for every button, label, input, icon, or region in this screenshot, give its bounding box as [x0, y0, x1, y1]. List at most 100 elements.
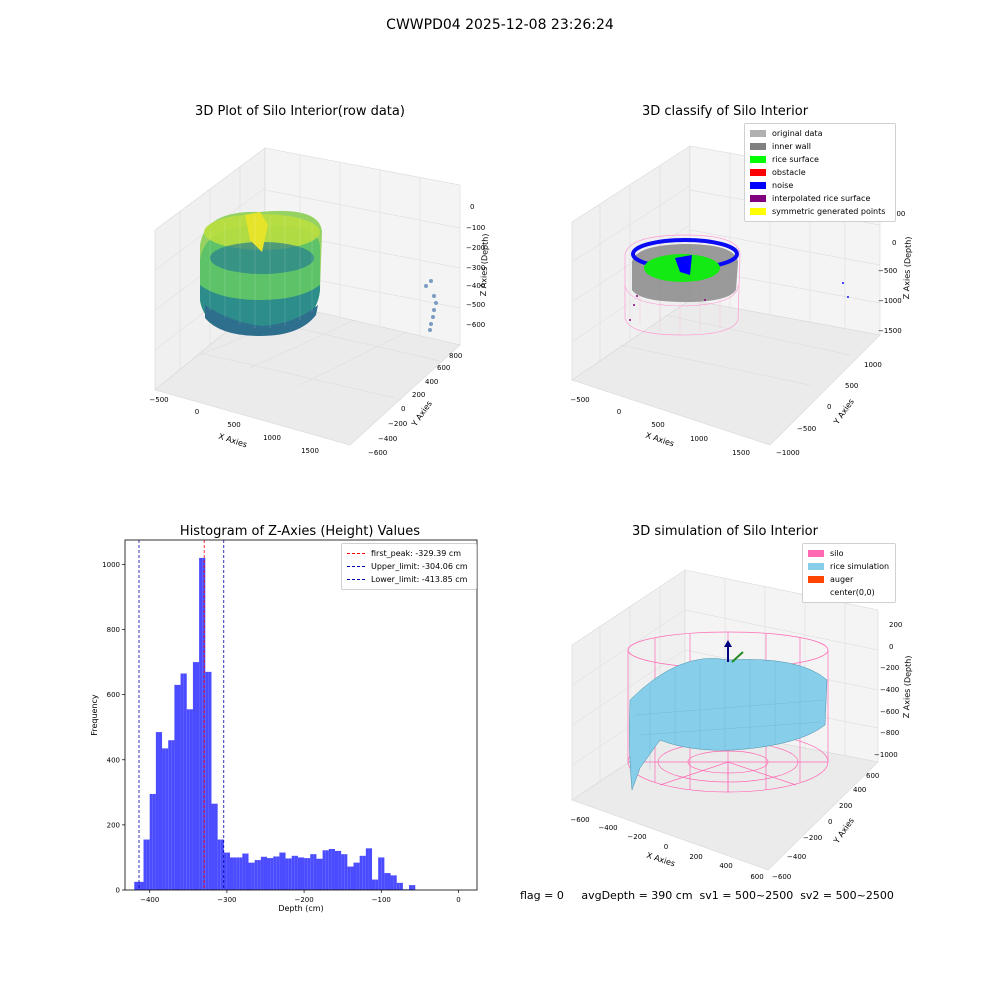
histogram-bar — [387, 873, 391, 890]
legend-item-noise: noise — [750, 179, 890, 192]
histogram-chart: −400 −300 −200 −100 0 0 200 400 600 800 1000 Dept… — [90, 539, 478, 913]
auger-icon — [724, 640, 744, 663]
panel2-zlabel: Z Axies (Depth) — [902, 236, 913, 299]
histogram-bar — [158, 732, 163, 890]
histogram-bar — [325, 850, 329, 890]
panel4-xtick-2: −200 — [627, 833, 646, 841]
histogram-bar — [356, 862, 360, 890]
histogram-frame — [124, 539, 478, 891]
panel1-ytick-3: 0 — [401, 405, 405, 413]
histogram-ylabel: Frequency — [90, 694, 99, 736]
histogram-bar — [396, 882, 400, 890]
panel1-ytick-5: 400 — [425, 378, 438, 386]
histogram-bar — [294, 855, 298, 890]
histogram-bar — [390, 875, 394, 890]
histogram-bar — [282, 852, 286, 890]
histogram-bar — [134, 881, 141, 890]
histogram-xtick-label: −400 — [140, 896, 159, 904]
panel2-point-cloud — [624, 234, 849, 336]
histogram-xtick-label: −100 — [372, 896, 391, 904]
panel1-ytick-0: −600 — [368, 449, 387, 457]
histogram-bar — [399, 882, 403, 890]
panel2-xtick-0: −500 — [570, 396, 589, 404]
histogram-bar — [313, 854, 317, 890]
histogram-bar — [307, 858, 311, 890]
histogram-bar — [217, 839, 221, 890]
panel2-xtick-3: 1000 — [690, 435, 708, 443]
figure-title: CWWPD04 2025-12-08 23:26:24 — [386, 17, 614, 33]
panel4-ztick-0: 200 — [889, 621, 902, 629]
legend-line — [347, 566, 365, 567]
histogram-bar — [319, 858, 323, 890]
panel1-ytick-6: 600 — [437, 364, 450, 372]
panel4-ytick-3: 0 — [828, 818, 832, 826]
panel4-ytick-5: 400 — [853, 786, 866, 794]
histogram-bar — [316, 858, 320, 890]
legend-swatch — [750, 156, 766, 163]
histogram-bar — [279, 852, 283, 890]
legend-item-symmetric-generated-points: symmetric generated points — [750, 205, 890, 218]
histogram-bar — [288, 858, 292, 890]
histogram-bar — [393, 875, 397, 890]
histogram-title: Histogram of Z-Axies (Height) Values — [179, 524, 421, 539]
histogram-bar — [183, 673, 187, 890]
legend-item-inner-wall: inner wall — [750, 140, 890, 153]
histogram-bar — [208, 671, 212, 890]
panel2-ylabel: Y Axies — [831, 397, 856, 427]
histogram-bar — [285, 858, 289, 890]
histogram-bar — [168, 740, 172, 890]
histogram-bar — [245, 853, 249, 890]
histogram-bar — [409, 885, 413, 890]
legend-line — [347, 553, 365, 554]
histogram-bar — [140, 881, 144, 890]
legend-item-original-data: original data — [750, 127, 890, 140]
histogram-bar — [171, 740, 175, 890]
histogram-bar — [257, 860, 261, 890]
histogram-bar — [267, 858, 271, 890]
panel2-legend: original data inner wall rice surface ob… — [744, 123, 896, 222]
histogram-bar — [180, 673, 184, 890]
panel1-ytick-1: −400 — [378, 435, 397, 443]
legend-swatch — [750, 169, 766, 176]
legend-item-obstacle: obstacle — [750, 166, 890, 179]
histogram-bar — [375, 879, 379, 890]
histogram-ytick-label: 0 — [116, 887, 120, 895]
panel4-ztick-3: −400 — [880, 686, 899, 694]
histogram-bar — [322, 850, 326, 890]
histogram-bar — [254, 860, 258, 890]
histogram-bar — [146, 839, 150, 890]
panel4-ztick-6: −1000 — [874, 751, 898, 759]
histogram-bar — [291, 855, 295, 890]
panel1-ztick-6: −600 — [466, 321, 485, 329]
histogram-bar — [226, 852, 230, 890]
legend-item-upper-limit: Upper_limit: -304.06 cm — [347, 560, 471, 573]
histogram-bar — [220, 839, 224, 890]
panel4-xtick-4: 200 — [689, 853, 702, 861]
panel1-point-cloud — [200, 210, 438, 336]
histogram-ytick-label: 200 — [107, 821, 120, 829]
histogram-bar — [233, 857, 237, 890]
panel4-ytick-6: 600 — [866, 772, 879, 780]
panel4-ytick-0: −600 — [772, 873, 791, 881]
histogram-xtick-label: −300 — [217, 896, 236, 904]
histogram-bar — [162, 748, 166, 890]
legend-swatch — [808, 576, 824, 583]
legend-swatch — [808, 550, 824, 557]
panel1-ztick-4: −400 — [466, 282, 485, 290]
panel2-xtick-1: 0 — [617, 408, 621, 416]
histogram-bar — [239, 857, 243, 890]
histogram-ytick-label: 1000 — [102, 561, 120, 569]
legend-item-rice-surface: rice surface — [750, 153, 890, 166]
histogram-bar — [334, 850, 339, 890]
panel4-ytick-2: −200 — [803, 834, 822, 842]
panel1-xtick-1: 0 — [195, 408, 199, 416]
panel1-ylabel: Y Axies — [409, 399, 434, 429]
panel4-legend: silo rice simulation auger center(0,0) — [802, 543, 896, 603]
panel1-ytick-2: −200 — [388, 420, 407, 428]
legend-item-first-peak: first_peak: -329.39 cm — [347, 547, 471, 560]
panel1-zlabel: Z Axies (Depth) — [479, 233, 490, 296]
panel2-ytick-3: 500 — [845, 382, 858, 390]
histogram-bar — [310, 854, 314, 890]
histogram-bar — [359, 855, 363, 890]
panel4-xtick-6: 600 — [750, 873, 763, 881]
